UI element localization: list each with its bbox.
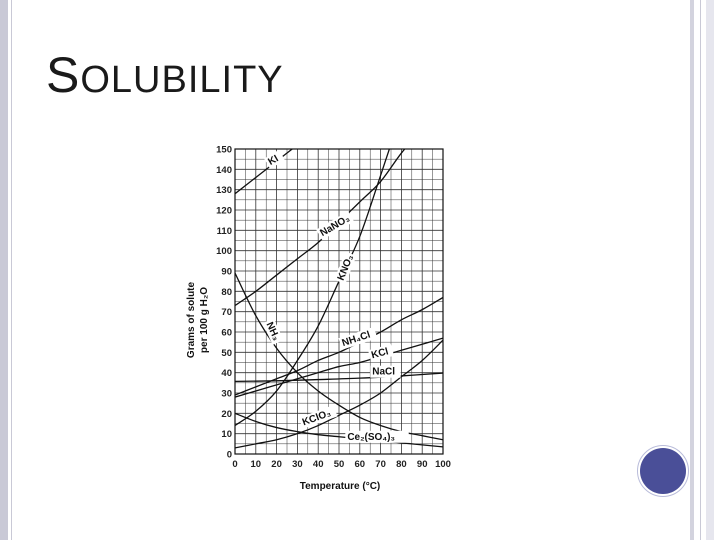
curve-label-bg — [262, 318, 284, 345]
x-tick-label: 100 — [435, 459, 451, 470]
y-tick-label: 40 — [221, 368, 232, 379]
y-axis-label-line1: Grams of solute — [186, 282, 197, 359]
y-tick-label: 110 — [217, 226, 232, 237]
curve-ceso — [235, 412, 443, 448]
x-tick-label: 40 — [313, 459, 324, 470]
slide-title-first: S — [46, 47, 81, 103]
y-tick-label: 50 — [221, 348, 232, 359]
curve-nacl — [235, 372, 443, 383]
x-tick-label: 90 — [417, 459, 428, 470]
curve-ki — [235, 149, 294, 195]
chart-grid — [234, 148, 444, 455]
curve-label: Ce₂(SO₄)₃ — [347, 432, 395, 443]
y-tick-labels: 0 10 20 30 40 50 60 70 80 90 100 110 120 130 140 150 — [216, 145, 232, 461]
y-tick-label: 100 — [216, 246, 232, 257]
right-decorative-bar — [690, 0, 694, 540]
x-tick-label: 30 — [292, 459, 303, 470]
x-tick-label: 50 — [334, 459, 345, 470]
curve-label-bg — [370, 365, 401, 378]
x-axis-label: Temperature (°C) — [300, 481, 381, 492]
slide-accent-dot — [640, 448, 686, 494]
curve-kcl — [235, 337, 443, 398]
curve-label: KCl — [370, 346, 390, 361]
y-tick-label: 30 — [221, 389, 232, 400]
y-tick-label: 150 — [216, 145, 232, 156]
y-tick-label: 60 — [221, 328, 232, 339]
right-decorative-band — [706, 0, 714, 540]
y-tick-label: 90 — [221, 267, 232, 278]
y-tick-label: 120 — [216, 206, 232, 217]
slide-accent-ring — [637, 445, 689, 497]
slide-title-rest: OLUBILITY — [80, 59, 284, 101]
y-tick-label: 130 — [216, 185, 232, 196]
x-tick-label: 10 — [251, 459, 262, 470]
curve-label-bg — [298, 405, 338, 430]
curve-label-bg — [345, 430, 409, 443]
x-tick-label: 60 — [355, 459, 366, 470]
y-tick-label: 10 — [221, 429, 232, 440]
solubility-chart: 0 10 20 30 40 50 60 70 80 90 100 110 120 130 140 150 0 1… — [186, 145, 451, 493]
x-tick-label: 0 — [232, 459, 237, 470]
y-tick-label: 70 — [221, 307, 232, 318]
x-tick-label: 20 — [271, 459, 282, 470]
plot-frame — [234, 148, 444, 455]
curve-label-bg — [338, 326, 378, 350]
curve-label-bg — [368, 344, 395, 362]
y-tick-label: 0 — [227, 450, 232, 461]
y-axis-label-line2: per 100 g H₂O — [199, 287, 210, 353]
curve-label-bg — [334, 251, 357, 285]
curve-kno — [235, 149, 391, 427]
slide-title: SOLUBILITY — [46, 46, 284, 104]
y-tick-label: 140 — [216, 165, 232, 176]
x-tick-labels: 0 10 20 30 40 50 60 70 80 90 100 — [232, 459, 451, 470]
curve-label-bg — [264, 149, 286, 169]
curve-kclo — [235, 339, 443, 449]
curve-label: NaCl — [372, 367, 395, 378]
curve-label-bg — [316, 211, 355, 241]
x-tick-label: 80 — [396, 459, 407, 470]
x-tick-label: 70 — [375, 459, 386, 470]
curve-label: KClO₃ — [301, 408, 333, 429]
curve-label: NH₄Cl — [341, 330, 372, 350]
y-tick-label: 80 — [221, 287, 232, 298]
y-tick-label: 20 — [221, 409, 232, 420]
curve-label: NaNO₃ — [318, 213, 352, 239]
left-decorative-bar — [0, 0, 8, 540]
left-decorative-line — [11, 0, 12, 540]
right-decorative-line — [700, 0, 701, 540]
